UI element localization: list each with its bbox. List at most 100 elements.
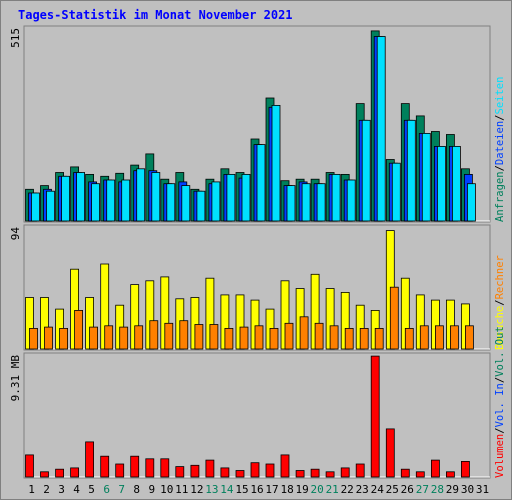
x-tick-label-4: 4	[73, 483, 80, 496]
bar-volumen-day-29	[445, 471, 455, 478]
bar-volumen-day-30	[460, 460, 470, 478]
bar-seiten-day-29	[451, 145, 461, 222]
bar-rechner-day-19	[299, 316, 309, 350]
bar-seiten-day-24	[376, 36, 386, 222]
bar-seiten-day-19	[301, 183, 311, 222]
bar-seiten-day-14	[226, 173, 236, 222]
bar-seiten-day-25	[391, 162, 401, 222]
x-tick-label-31: 31	[476, 483, 489, 496]
bar-rechner-day-4	[74, 309, 83, 350]
bar-rechner-day-18	[284, 322, 294, 350]
panel-border	[23, 224, 491, 351]
x-tick-label-12: 12	[190, 483, 203, 496]
legend-text: Seiten	[494, 77, 506, 115]
bar-seiten-day-18	[286, 185, 296, 222]
legend-text: /	[494, 299, 506, 305]
bar-seiten-day-21	[331, 173, 341, 222]
x-tick-label-7: 7	[118, 483, 125, 496]
bar-volumen-day-23	[355, 463, 365, 478]
legend-text: Besuche	[494, 306, 506, 350]
legend-text: /	[494, 165, 506, 171]
bar-seiten-day-6	[106, 179, 116, 222]
bar-rechner-day-25	[389, 286, 399, 350]
x-tick-label-9: 9	[148, 483, 155, 496]
bar-seiten-day-1	[31, 192, 40, 222]
panel-border	[23, 352, 491, 479]
bar-seiten-day-7	[121, 179, 131, 222]
bar-volumen-day-19	[295, 470, 305, 478]
bar-volumen-day-16	[250, 462, 260, 478]
bar-rechner-day-3	[59, 327, 68, 350]
bar-seiten-day-27	[421, 132, 431, 222]
bar-seiten-day-10	[166, 183, 176, 222]
bar-seiten-day-8	[136, 168, 146, 222]
x-tick-label-20: 20	[310, 483, 323, 496]
bar-volumen-day-1	[25, 454, 34, 478]
x-tick-label-29: 29	[446, 483, 459, 496]
x-tick-label-30: 30	[461, 483, 474, 496]
bar-rechner-day-26	[404, 327, 414, 350]
x-tick-label-21: 21	[326, 483, 339, 496]
bar-rechner-day-29	[449, 325, 459, 350]
bar-volumen-day-27	[415, 471, 425, 478]
legend-visits: Besuche/Rechner	[494, 255, 506, 350]
bar-rechner-day-22	[344, 327, 354, 350]
legend-text: /	[494, 377, 506, 383]
bar-rechner-day-11	[179, 320, 189, 350]
y-max-label: 515	[9, 28, 22, 48]
bar-rechner-day-17	[269, 327, 279, 350]
legend-text: Rechner	[494, 255, 506, 299]
bar-seiten-day-17	[271, 105, 281, 222]
bar-volumen-day-4	[70, 467, 79, 478]
x-tick-label-5: 5	[88, 483, 95, 496]
bar-rechner-day-12	[194, 324, 204, 350]
x-tick-label-25: 25	[386, 483, 399, 496]
x-tick-label-19: 19	[295, 483, 308, 496]
bar-volumen-day-10	[160, 458, 170, 478]
series-volumen	[25, 355, 470, 478]
legend-text: /	[494, 115, 506, 121]
bar-volumen-day-5	[85, 441, 94, 478]
bar-volumen-day-17	[265, 463, 275, 478]
bar-volumen-day-24	[370, 355, 380, 478]
bar-rechner-day-6	[104, 325, 114, 350]
legend-volume: Volumen/Vol. In/Vol. Out	[494, 326, 506, 478]
x-tick-label-24: 24	[371, 483, 385, 496]
panel-visits: 94 Besuche/Rechner	[9, 224, 506, 351]
x-tick-label-26: 26	[401, 483, 414, 496]
bar-rechner-day-10	[164, 322, 174, 350]
bar-rechner-day-14	[224, 327, 234, 350]
bar-volumen-day-6	[100, 455, 110, 478]
bar-seiten-day-2	[46, 190, 55, 222]
x-tick-label-16: 16	[250, 483, 263, 496]
legend-text: Anfragen	[494, 171, 506, 222]
bar-rechner-day-20	[314, 322, 324, 350]
panels-layer: 515 Anfragen/Dateien/Seiten 94Besuche/Rech…	[9, 25, 506, 479]
y-max-label: 9.31 MB	[9, 355, 22, 402]
legend-text: Vol. Out	[494, 326, 506, 377]
bar-rechner-day-2	[44, 326, 53, 350]
x-tick-label-14: 14	[220, 483, 234, 496]
bar-rechner-day-5	[89, 326, 98, 350]
legend-text: /	[494, 427, 506, 433]
bar-rechner-day-13	[209, 324, 219, 350]
bar-volumen-day-2	[40, 471, 49, 478]
x-tick-label-15: 15	[235, 483, 248, 496]
bar-volumen-day-22	[340, 467, 350, 478]
bar-rechner-day-8	[134, 325, 144, 350]
bar-seiten-day-4	[76, 172, 85, 222]
legend-requests: Anfragen/Dateien/Seiten	[494, 77, 506, 222]
x-tick-label-10: 10	[160, 483, 173, 496]
bar-seiten-day-3	[61, 175, 70, 222]
x-tick-label-28: 28	[431, 483, 444, 496]
bar-rechner-day-15	[239, 326, 249, 350]
bar-seiten-day-20	[316, 183, 326, 222]
bar-volumen-day-28	[430, 459, 440, 478]
bar-seiten-day-30	[466, 183, 476, 222]
bar-volumen-day-9	[145, 458, 155, 478]
x-tick-label-11: 11	[175, 483, 188, 496]
x-tick-label-23: 23	[356, 483, 369, 496]
x-tick-label-18: 18	[280, 483, 293, 496]
bar-volumen-day-8	[130, 455, 140, 478]
